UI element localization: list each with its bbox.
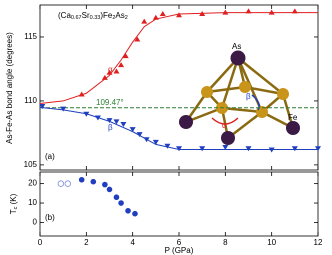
marker (101, 74, 108, 80)
marker (245, 8, 252, 14)
inset-label: Fe (288, 113, 298, 122)
label-part: c (13, 206, 19, 209)
y-tick-label: 105 (24, 160, 38, 169)
marker (122, 53, 129, 59)
title-part: 2 (112, 15, 115, 21)
y-axis-title: Tc (K) (9, 193, 19, 214)
marker (113, 68, 120, 74)
title-part: 0.67 (71, 15, 82, 21)
y-tick-label: 10 (28, 198, 37, 207)
y-tick-label: 110 (24, 96, 37, 105)
series-label: β (108, 123, 113, 132)
marker (78, 176, 85, 183)
marker (118, 200, 124, 206)
inset-label: As (232, 42, 241, 51)
inset-label: β (246, 92, 251, 101)
panel-label: (a) (45, 152, 55, 161)
x-axis-title: P (GPa) (165, 246, 194, 255)
reference-label: 109.47° (96, 98, 124, 107)
y-tick-label: 20 (28, 179, 37, 188)
chart-title: (Ca0.67Sr0.33)Fe2As2 (58, 11, 128, 21)
marker (60, 106, 67, 112)
marker (102, 181, 108, 188)
marker (152, 139, 159, 145)
x-tick-label: 4 (130, 238, 135, 247)
marker (134, 36, 141, 42)
y-tick-label: 115 (24, 32, 37, 41)
label-part: T (9, 209, 18, 214)
marker (57, 180, 65, 187)
marker (125, 207, 131, 214)
marker (113, 119, 120, 125)
marker (199, 146, 206, 152)
title-part: 2 (125, 15, 128, 21)
marker (159, 10, 166, 16)
marker (291, 146, 298, 152)
y-tick-label: 0 (33, 218, 38, 227)
x-tick-label: 12 (314, 238, 323, 247)
marker (245, 146, 252, 152)
x-tick-label: 0 (38, 238, 43, 247)
marker (129, 127, 136, 133)
x-tick-label: 6 (177, 238, 182, 247)
fit-line (39, 12, 318, 104)
title-part: As (115, 11, 124, 20)
marker (315, 146, 321, 152)
marker (176, 12, 182, 18)
marker (141, 18, 148, 24)
marker (291, 8, 298, 14)
inset-label: α (222, 121, 227, 130)
marker (106, 186, 113, 193)
x-tick-label: 10 (267, 238, 276, 247)
series-label: α (108, 65, 113, 74)
fit-line (39, 106, 318, 151)
marker (39, 104, 46, 110)
crystal-inset (179, 50, 300, 145)
marker (136, 132, 143, 138)
x-tick-label: 2 (84, 238, 89, 247)
marker (164, 143, 171, 149)
marker (132, 210, 138, 217)
marker (176, 146, 182, 152)
y-axis-title: As-Fe-As bond angle (degrees) (5, 32, 14, 144)
panel-label: (b) (45, 213, 55, 222)
title-part: )Fe (100, 11, 113, 20)
marker (222, 144, 229, 150)
marker (64, 180, 71, 187)
label-part: (K) (9, 193, 18, 206)
marker (120, 121, 127, 127)
marker (90, 178, 97, 185)
marker (118, 62, 125, 68)
marker (106, 118, 113, 124)
title-part: (Ca (58, 11, 71, 20)
marker (113, 194, 120, 201)
x-tick-label: 8 (223, 238, 228, 247)
title-part: Sr (82, 11, 90, 20)
title-part: 0.33 (90, 15, 101, 21)
